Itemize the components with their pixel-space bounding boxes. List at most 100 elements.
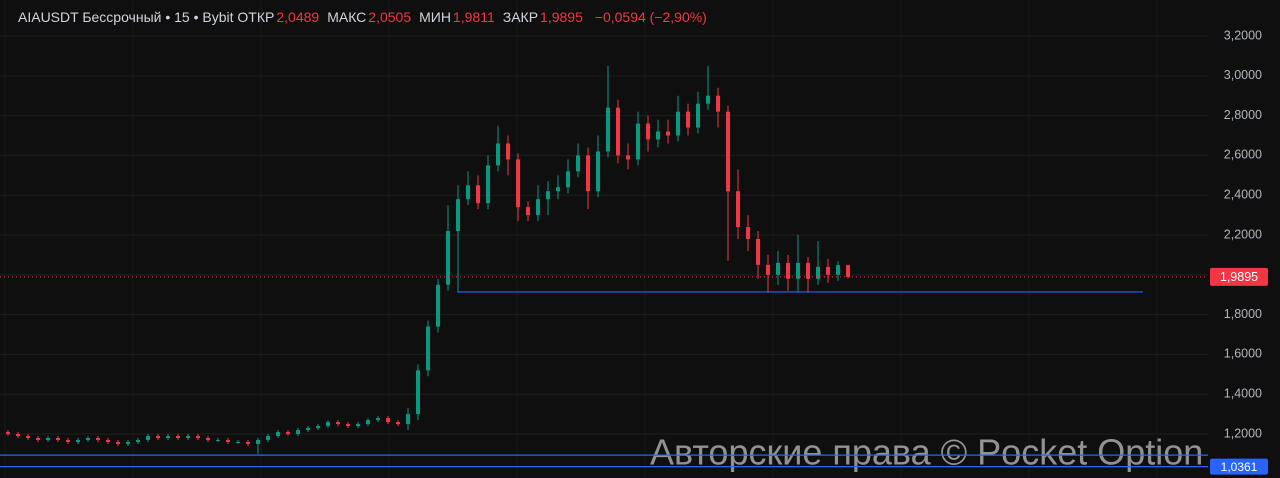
candle-body (256, 439, 260, 444)
stat-value: 1,9811 (452, 9, 495, 25)
candle-body (246, 441, 250, 444)
candle-body (496, 143, 500, 166)
ohlc-stats: ОТКР 2,0489 МАКС 2,0505 МИН 1,9811 ЗАКР 1,9895 (237, 9, 590, 25)
y-tick-label: 1,4000 (1224, 387, 1262, 401)
candle-body (366, 420, 370, 425)
candle-body (516, 159, 520, 208)
candle-body (386, 418, 390, 423)
candle-body (46, 438, 50, 440)
candle-body (766, 264, 770, 275)
price-label: 1,0361 (1221, 460, 1258, 474)
candle-body (436, 284, 440, 327)
y-tick-label: 2,8000 (1224, 108, 1262, 122)
candle-body (556, 187, 560, 192)
candle-body (816, 266, 820, 279)
y-tick-label: 3,0000 (1224, 68, 1262, 82)
candle-body (216, 439, 220, 441)
candle-body (716, 95, 720, 112)
y-tick-label: 1,8000 (1224, 307, 1262, 321)
candle-body (806, 262, 810, 279)
stat-label: ЗАКР (502, 9, 539, 25)
candle-body (226, 439, 230, 442)
candle-body (286, 432, 290, 435)
candle-body (336, 422, 340, 425)
candle-body (606, 107, 610, 152)
candle-body (236, 441, 240, 443)
candle-body (786, 262, 790, 279)
candle-body (196, 436, 200, 439)
candle-body (306, 428, 310, 431)
y-tick-label: 3,2000 (1224, 28, 1262, 42)
candle-body (396, 422, 400, 425)
candle-body (846, 265, 850, 277)
candle-body (126, 441, 130, 444)
stat-label: МИН (419, 9, 451, 25)
candle-body (376, 418, 380, 421)
candle-body (706, 95, 710, 104)
candle-body (676, 111, 680, 136)
change: −0,0594 (−2,90%) (594, 9, 707, 25)
candle-body (106, 439, 110, 442)
candle-body (836, 265, 840, 275)
candle-body (546, 191, 550, 200)
candle-body (636, 123, 640, 160)
y-tick-label: 2,6000 (1224, 148, 1262, 162)
candle-body (36, 438, 40, 440)
candle-body (666, 131, 670, 136)
candle-body (486, 165, 490, 204)
candle-body (616, 107, 620, 156)
y-tick-label: 1,6000 (1224, 347, 1262, 361)
price-label-box (1210, 458, 1268, 475)
candle-body (116, 441, 120, 444)
candle-body (406, 414, 410, 425)
candle-body (656, 131, 660, 140)
y-tick-label: 1,2000 (1224, 426, 1262, 440)
stat-label: МАКС (327, 9, 367, 25)
y-tick-label: 2,2000 (1224, 227, 1262, 241)
candle-body (266, 436, 270, 440)
candle-body (776, 262, 780, 275)
candle-body (466, 185, 470, 200)
candle-body (796, 262, 800, 279)
candle-body (206, 438, 210, 440)
candle-body (536, 199, 540, 216)
candle-body (56, 438, 60, 440)
candle-body (826, 266, 830, 275)
candle-body (686, 111, 690, 128)
last-price-box (1210, 267, 1268, 286)
candle-body (456, 199, 460, 232)
candle-body (176, 436, 180, 439)
candle-body (86, 438, 90, 440)
candle-body (476, 185, 480, 204)
candle-body (76, 439, 80, 442)
candle-body (626, 155, 630, 160)
candle-body (296, 430, 300, 435)
candle-body (506, 143, 510, 160)
candle-body (756, 239, 760, 265)
candle-body (136, 439, 140, 442)
stat-value: 2,0489 (276, 9, 320, 25)
candle-body (316, 426, 320, 429)
candle-body (646, 123, 650, 140)
candle-body (6, 432, 10, 435)
candle-body (576, 155, 580, 172)
y-tick-label: 2,4000 (1224, 188, 1262, 202)
watermark: Авторские права © Pocket Option (650, 432, 1203, 473)
candle-body (526, 207, 530, 216)
candle-body (596, 151, 600, 192)
candle-body (356, 424, 360, 427)
candle-body (326, 422, 330, 427)
candle-body (146, 436, 150, 440)
candle-body (696, 103, 700, 128)
last-price-label: 1,9895 (1220, 270, 1258, 284)
symbol: AIAUSDT Бессрочный • 15 • Bybit (18, 9, 234, 25)
candle-body (186, 436, 190, 439)
candle-body (346, 424, 350, 427)
ohlc-legend: AIAUSDT Бессрочный • 15 • Bybit ОТКР 2,04… (18, 9, 715, 25)
candle-body (446, 231, 450, 285)
candle-body (96, 438, 100, 440)
stat-label: ОТКР (237, 9, 275, 25)
candle-body (66, 439, 70, 442)
candle-body (276, 432, 280, 437)
